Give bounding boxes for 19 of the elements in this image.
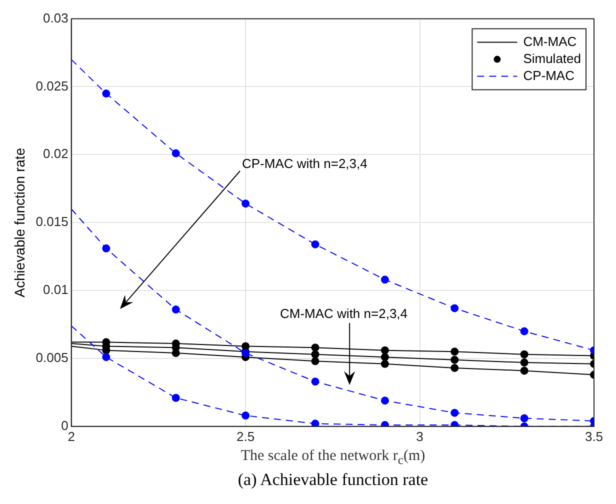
y-tick-label: 0.02 [43, 146, 68, 162]
y-tick-label: 0.01 [43, 282, 68, 298]
legend-label: Simulated [523, 50, 582, 66]
y-tick-label: 0.005 [36, 350, 68, 366]
annotation: CM-MAC with n=2,3,4 [280, 306, 408, 321]
y-tick-label: 0.03 [43, 10, 68, 26]
annotation: CP-MAC with n=2,3,4 [242, 156, 368, 171]
x-tick-label: 3.5 [584, 428, 604, 444]
y-tick-label: 0.025 [36, 78, 68, 94]
x-tick-label: 2 [68, 428, 75, 444]
y-tick-label: 0.015 [36, 214, 68, 230]
text: (a) Achievable function rate [236, 470, 430, 490]
x-tick-label: 3 [416, 428, 424, 444]
y-tick-label: 0 [61, 418, 68, 433]
x-tick-label: 2.5 [236, 428, 255, 444]
y-axis-title: Achievable function rate [11, 148, 28, 298]
legend-label: CP-MAC [523, 68, 574, 83]
x-axis-title: The scale of the network r$_{c}$(m) [240, 448, 426, 468]
legend-label: CM-MAC [523, 34, 577, 49]
